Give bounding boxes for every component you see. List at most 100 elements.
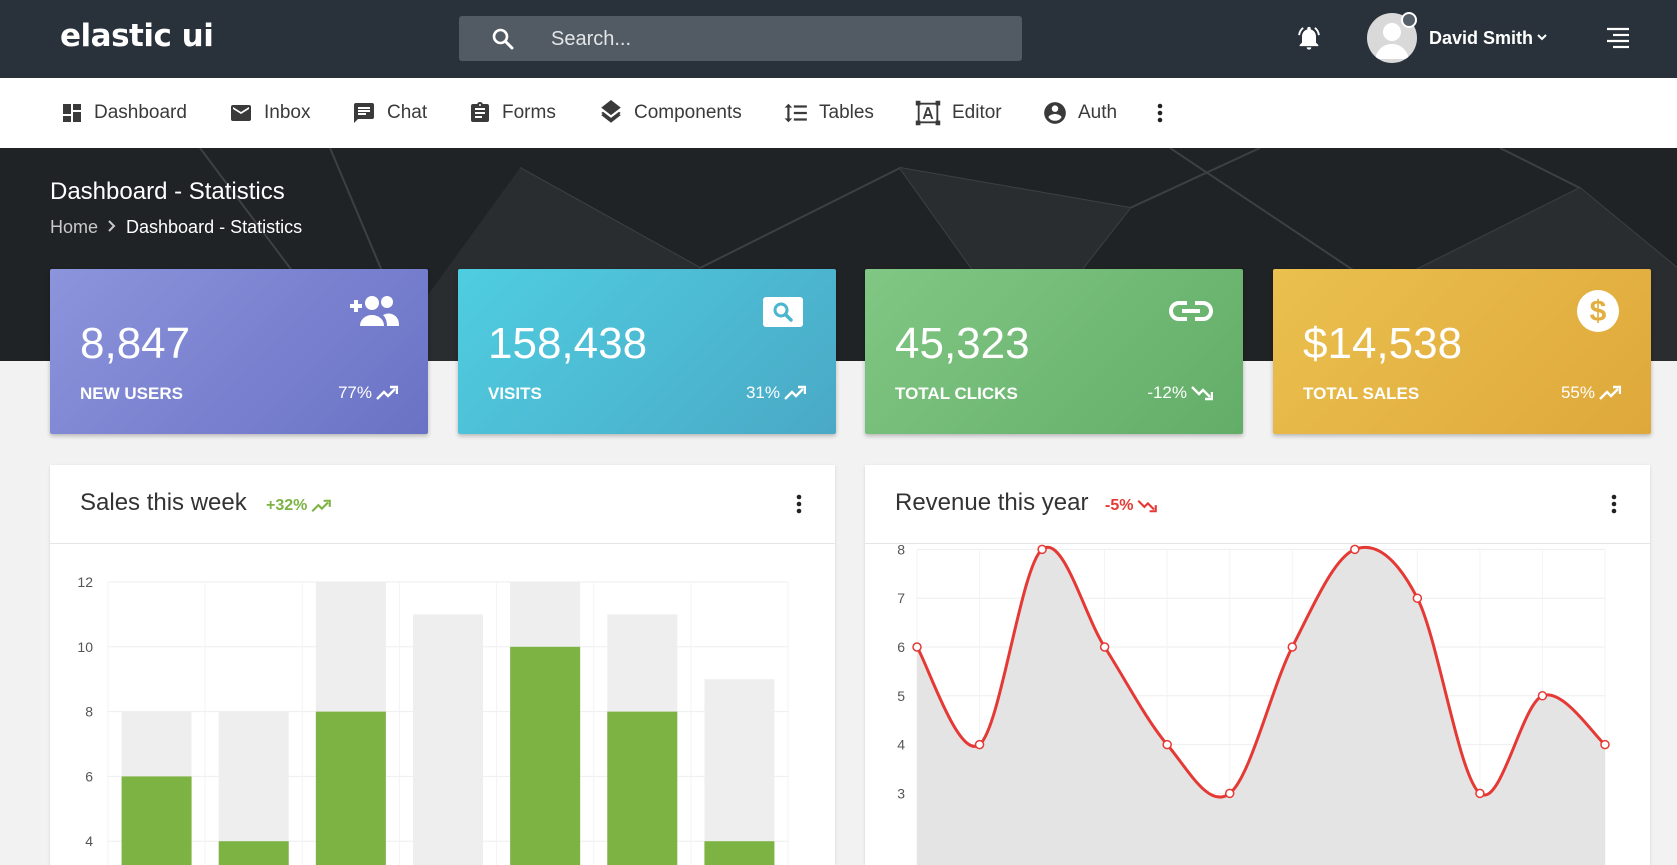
stat-percent-value: -12% — [1147, 383, 1187, 402]
data-point — [1224, 788, 1235, 799]
y-tick-label: 6 — [85, 768, 93, 784]
revenue-panel: Revenue this year -5% 3 4 5 6 7 8 — [865, 465, 1650, 865]
trending-up-icon — [311, 499, 332, 512]
stat-percent-value: 77% — [337, 383, 372, 402]
bar-background — [218, 711, 289, 865]
data-point — [1350, 544, 1360, 555]
y-tick-label: 8 — [897, 544, 905, 557]
trending-up-icon — [784, 385, 806, 400]
revenue-line-chart: 3 4 5 6 7 8 — [897, 544, 1610, 865]
panel-header: Sales this week +32% — [50, 465, 835, 544]
menu-icon[interactable] — [1605, 26, 1631, 55]
data-point — [1099, 642, 1110, 652]
stat-card-total-clicks[interactable]: 45,323 TOTAL CLICKS -12% — [865, 269, 1243, 434]
stat-percent: 55% — [1561, 383, 1621, 403]
stat-label: TOTAL SALES — [1303, 384, 1420, 403]
chat-icon — [354, 103, 374, 123]
text-box-icon — [915, 100, 941, 126]
nav-item-label: Editor — [952, 102, 1002, 123]
chevron-right-icon — [106, 217, 118, 238]
nav-item-forms[interactable]: Forms — [468, 78, 556, 148]
panel-title: Revenue this year — [895, 489, 1089, 516]
more-vertical-icon[interactable] — [793, 492, 805, 521]
sales-bar-chart: 4 6 8 10 12 — [77, 574, 789, 865]
stat-label: NEW USERS — [80, 384, 183, 403]
nav-item-label: Tables — [819, 102, 874, 123]
main-nav: Dashboard Inbox Chat Forms Components Ta… — [0, 78, 1677, 148]
bar — [121, 776, 192, 865]
data-point — [1037, 544, 1047, 555]
area-fill — [917, 547, 1605, 865]
nav-item-auth[interactable]: Auth — [1042, 78, 1117, 148]
dashboard-icon — [63, 104, 81, 122]
nav-item-editor[interactable]: Editor — [914, 78, 1002, 148]
account-circle-icon — [1044, 102, 1066, 124]
data-point — [1537, 691, 1548, 701]
nav-item-chat[interactable]: Chat — [351, 78, 427, 148]
dollar-icon: $ — [1577, 290, 1619, 337]
y-tick-label: 4 — [897, 737, 905, 753]
notification-bell-icon[interactable] — [1295, 24, 1323, 57]
panel-header: Revenue this year -5% — [865, 465, 1650, 544]
panel-trend-value: +32% — [266, 497, 308, 514]
add-group-icon — [350, 294, 400, 333]
bar-background — [704, 679, 775, 865]
panel-title: Sales this week — [80, 489, 247, 516]
search-icon — [763, 297, 803, 332]
search-icon — [491, 27, 515, 56]
y-tick-label: 5 — [897, 688, 905, 704]
bar — [315, 711, 386, 865]
y-tick-label: 8 — [85, 704, 93, 720]
panel-trend: -5% — [1105, 497, 1158, 515]
stat-card-new-users[interactable]: 8,847 NEW USERS 77% — [50, 269, 428, 434]
bar — [510, 646, 581, 865]
user-name[interactable]: David Smith — [1429, 28, 1534, 48]
stat-label: TOTAL CLICKS — [895, 384, 1018, 403]
nav-item-label: Inbox — [264, 102, 311, 123]
top-bar: elastic ui David Smith — [0, 0, 1677, 78]
bar — [607, 711, 678, 865]
stat-percent-value: 55% — [1560, 383, 1595, 402]
bar — [218, 841, 289, 865]
breadcrumb-home[interactable]: Home — [50, 217, 99, 237]
stat-percent-value: 31% — [745, 383, 780, 402]
nav-item-label: Dashboard — [94, 102, 187, 123]
data-point — [974, 739, 985, 750]
nav-item-label: Forms — [502, 102, 556, 123]
panel-trend: +32% — [266, 497, 332, 515]
data-point — [1475, 788, 1485, 799]
stat-card-total-sales[interactable]: $ $14,538 TOTAL SALES 55% — [1273, 269, 1651, 434]
more-vertical-icon[interactable] — [1608, 492, 1620, 521]
nav-item-components[interactable]: Components — [598, 78, 742, 148]
stat-value: $14,538 — [1303, 319, 1463, 368]
avatar[interactable] — [1367, 13, 1417, 63]
y-tick-label: 4 — [85, 833, 93, 849]
stat-card-visits[interactable]: 158,438 VISITS 31% — [458, 269, 836, 434]
nav-item-label: Components — [634, 102, 742, 123]
breadcrumb: Home Dashboard - Statistics — [50, 217, 302, 238]
nav-item-label: Auth — [1078, 102, 1118, 123]
y-tick-label: 6 — [897, 639, 905, 655]
nav-item-dashboard[interactable]: Dashboard — [60, 78, 187, 148]
chevron-down-icon[interactable] — [1535, 30, 1549, 49]
svg-text:$: $ — [1590, 295, 1607, 328]
search-input[interactable] — [549, 16, 1003, 63]
link-icon — [1169, 299, 1213, 328]
data-point — [1412, 593, 1423, 603]
trending-up-icon — [376, 385, 398, 400]
nav-item-tables[interactable]: Tables — [783, 78, 874, 148]
more-vertical-icon[interactable] — [1152, 101, 1168, 130]
y-tick-label: 3 — [897, 785, 905, 801]
app-logo[interactable]: elastic ui — [60, 18, 214, 54]
data-point — [1287, 642, 1298, 652]
stat-value: 158,438 — [488, 319, 648, 368]
data-point — [1600, 739, 1610, 750]
nav-item-inbox[interactable]: Inbox — [228, 78, 310, 148]
status-dot — [1401, 12, 1417, 28]
search-box[interactable] — [459, 16, 1022, 63]
stat-value: 45,323 — [895, 319, 1030, 368]
nav-item-label: Chat — [387, 102, 428, 123]
mail-icon — [231, 105, 251, 121]
stat-value: 8,847 — [80, 319, 191, 368]
y-tick-label: 12 — [77, 574, 93, 590]
